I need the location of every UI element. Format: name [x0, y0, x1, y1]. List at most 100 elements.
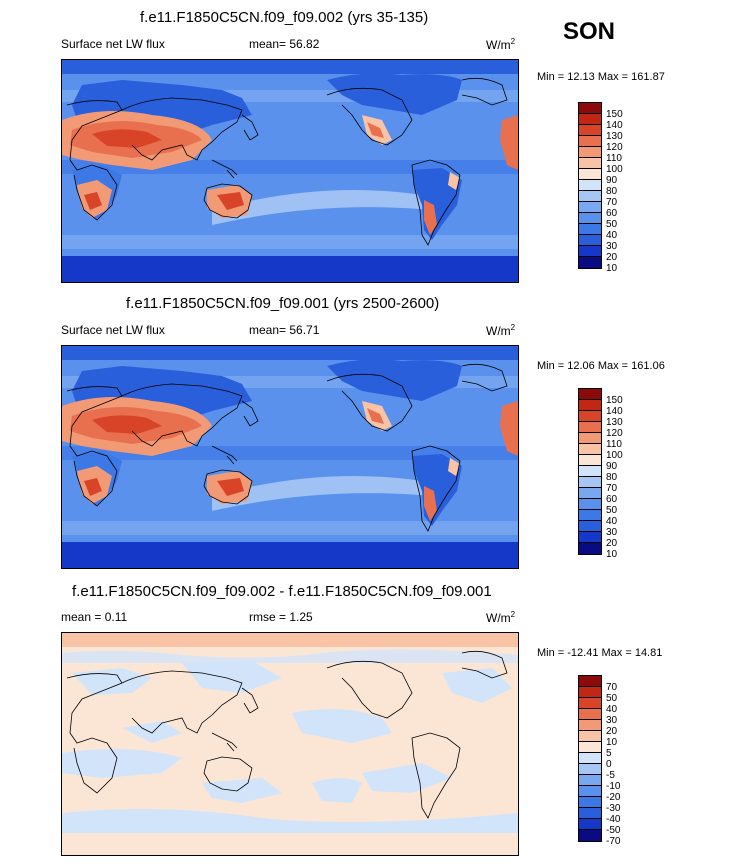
- panel1-colorbar-swatch: [579, 246, 601, 257]
- panel2-tick-label: 140: [606, 406, 623, 417]
- panel3-tick-label: -10: [606, 781, 621, 792]
- panel1-tick-label: 80: [606, 186, 618, 197]
- panel1-colorbar-swatch: [579, 169, 601, 180]
- panel2-colorbar-swatch: [579, 488, 601, 499]
- panel1-tick-label: 100: [606, 164, 623, 175]
- panel2-tick-label: 130: [606, 417, 623, 428]
- panel2-tick-label: 30: [606, 527, 618, 538]
- panel3-tick-label: -70: [606, 836, 621, 847]
- panel2-tick-label: 90: [606, 461, 618, 472]
- panel2-colorbar-swatch: [579, 444, 601, 455]
- panel2-tick-label: 70: [606, 483, 618, 494]
- panel1-units: W/m2: [486, 37, 516, 52]
- panel3-tick-label: -5: [606, 770, 615, 781]
- panel3-colorbar-swatch: [579, 687, 601, 698]
- panel1-tick-label: 10: [606, 263, 618, 274]
- panel1-colorbar-swatch: [579, 257, 601, 268]
- panel1-tick-label: 120: [606, 142, 623, 153]
- panel3-tick-label: 20: [606, 726, 618, 737]
- panel3-tick-label: -30: [606, 803, 621, 814]
- panel1-tick-label: 30: [606, 241, 618, 252]
- panel2-tick-label: 50: [606, 505, 618, 516]
- panel3-title: f.e11.F1850C5CN.f09_f09.002 - f.e11.F185…: [72, 583, 492, 600]
- panel1-tick-label: 90: [606, 175, 618, 186]
- panel3-minmax: Min = -12.41 Max = 14.81: [537, 647, 663, 659]
- panel1-tick-label: 130: [606, 131, 623, 142]
- panel3-tick-label: -20: [606, 792, 621, 803]
- panel2-colorbar-swatch: [579, 521, 601, 532]
- panel1-map: [61, 59, 519, 283]
- panel3-colorbar: [578, 675, 602, 842]
- panel1-colorbar-swatch: [579, 114, 601, 125]
- panel1-tick-label: 40: [606, 230, 618, 241]
- panel3-colorbar-swatch: [579, 819, 601, 830]
- panel1-tick-label: 150: [606, 109, 623, 120]
- panel2-minmax: Min = 12.06 Max = 161.06: [537, 360, 665, 372]
- panel2-tick-label: 40: [606, 516, 618, 527]
- panel3-tick-label: 30: [606, 715, 618, 726]
- panel3-tick-label: -40: [606, 814, 621, 825]
- panel3-units: W/m2: [486, 610, 516, 625]
- panel3-colorbar-swatch: [579, 709, 601, 720]
- panel2-colorbar-swatch: [579, 411, 601, 422]
- panel3-colorbar-swatch: [579, 698, 601, 709]
- panel2-colorbar-swatch: [579, 466, 601, 477]
- panel1-colorbar-swatch: [579, 147, 601, 158]
- panel2-colorbar-swatch: [579, 510, 601, 521]
- panel2-colorbar-swatch: [579, 433, 601, 444]
- panel2-colorbar: [578, 388, 602, 555]
- panel1-tick-label: 60: [606, 208, 618, 219]
- season-label: SON: [563, 18, 616, 45]
- panel1-mean-label: mean= 56.82: [249, 37, 320, 51]
- panel1-colorbar-swatch: [579, 202, 601, 213]
- panel2-colorbar-swatch: [579, 389, 601, 400]
- panel2-mean-label: mean= 56.71: [249, 323, 320, 337]
- panel2-tick-label: 20: [606, 538, 618, 549]
- panel1-colorbar-swatch: [579, 235, 601, 246]
- panel2-colorbar-swatch: [579, 455, 601, 466]
- panel1-colorbar-swatch: [579, 136, 601, 147]
- panel1-tick-label: 70: [606, 197, 618, 208]
- panel3-tick-label: -50: [606, 825, 621, 836]
- panel2-colorbar-swatch: [579, 543, 601, 554]
- panel2-tick-label: 150: [606, 395, 623, 406]
- panel3-tick-label: 0: [606, 759, 612, 770]
- panel2-colorbar-swatch: [579, 477, 601, 488]
- panel3-tick-label: 10: [606, 737, 618, 748]
- panel3-colorbar-swatch: [579, 676, 601, 687]
- panel3-colorbar-swatch: [579, 753, 601, 764]
- panel2-colorbar-swatch: [579, 400, 601, 411]
- panel1-colorbar-swatch: [579, 158, 601, 169]
- panel3-colorbar-swatch: [579, 808, 601, 819]
- panel2-colorbar-swatch: [579, 422, 601, 433]
- panel3-colorbar-swatch: [579, 775, 601, 786]
- panel2-tick-label: 60: [606, 494, 618, 505]
- panel3-tick-label: 70: [606, 682, 618, 693]
- panel1-minmax: Min = 12.13 Max = 161.87: [537, 71, 665, 83]
- panel2-tick-label: 120: [606, 428, 623, 439]
- panel2-colorbar-swatch: [579, 499, 601, 510]
- panel1-variable-label: Surface net LW flux: [61, 37, 165, 51]
- panel3-colorbar-swatch: [579, 830, 601, 841]
- panel2-tick-label: 110: [606, 439, 622, 450]
- panel1-title: f.e11.F1850C5CN.f09_f09.002 (yrs 35-135): [140, 9, 429, 26]
- panel3-rmse-label: rmse = 1.25: [249, 610, 313, 624]
- panel3-colorbar-swatch: [579, 797, 601, 808]
- panel2-map: [61, 345, 519, 569]
- panel2-units: W/m2: [486, 323, 516, 338]
- panel1-colorbar-swatch: [579, 103, 601, 114]
- panel1-tick-label: 20: [606, 252, 618, 263]
- panel3-map: [61, 632, 519, 856]
- panel1-colorbar-swatch: [579, 224, 601, 235]
- panel3-colorbar-swatch: [579, 720, 601, 731]
- panel2-colorbar-swatch: [579, 532, 601, 543]
- panel3-mean-label: mean = 0.11: [61, 610, 128, 624]
- panel1-colorbar-swatch: [579, 213, 601, 224]
- panel2-tick-label: 10: [606, 549, 618, 560]
- panel3-colorbar-swatch: [579, 742, 601, 753]
- panel1-tick-label: 140: [606, 120, 623, 131]
- panel3-colorbar-swatch: [579, 731, 601, 742]
- panel3-colorbar-swatch: [579, 764, 601, 775]
- panel1-tick-label: 50: [606, 219, 618, 230]
- panel3-tick-label: 5: [606, 748, 612, 759]
